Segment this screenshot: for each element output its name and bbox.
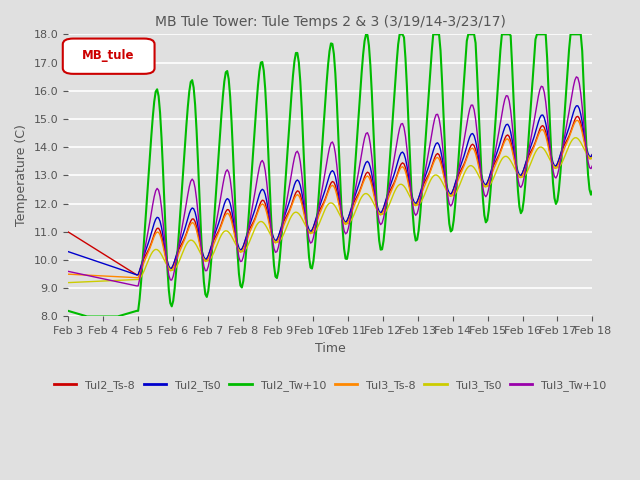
Y-axis label: Temperature (C): Temperature (C) [15, 124, 28, 227]
FancyBboxPatch shape [63, 38, 154, 74]
Text: MB_tule: MB_tule [82, 49, 134, 62]
Title: MB Tule Tower: Tule Temps 2 & 3 (3/19/14-3/23/17): MB Tule Tower: Tule Temps 2 & 3 (3/19/14… [155, 15, 506, 29]
X-axis label: Time: Time [315, 342, 346, 355]
Legend: Tul2_Ts-8, Tul2_Ts0, Tul2_Tw+10, Tul3_Ts-8, Tul3_Ts0, Tul3_Tw+10: Tul2_Ts-8, Tul2_Ts0, Tul2_Tw+10, Tul3_Ts… [50, 376, 611, 396]
